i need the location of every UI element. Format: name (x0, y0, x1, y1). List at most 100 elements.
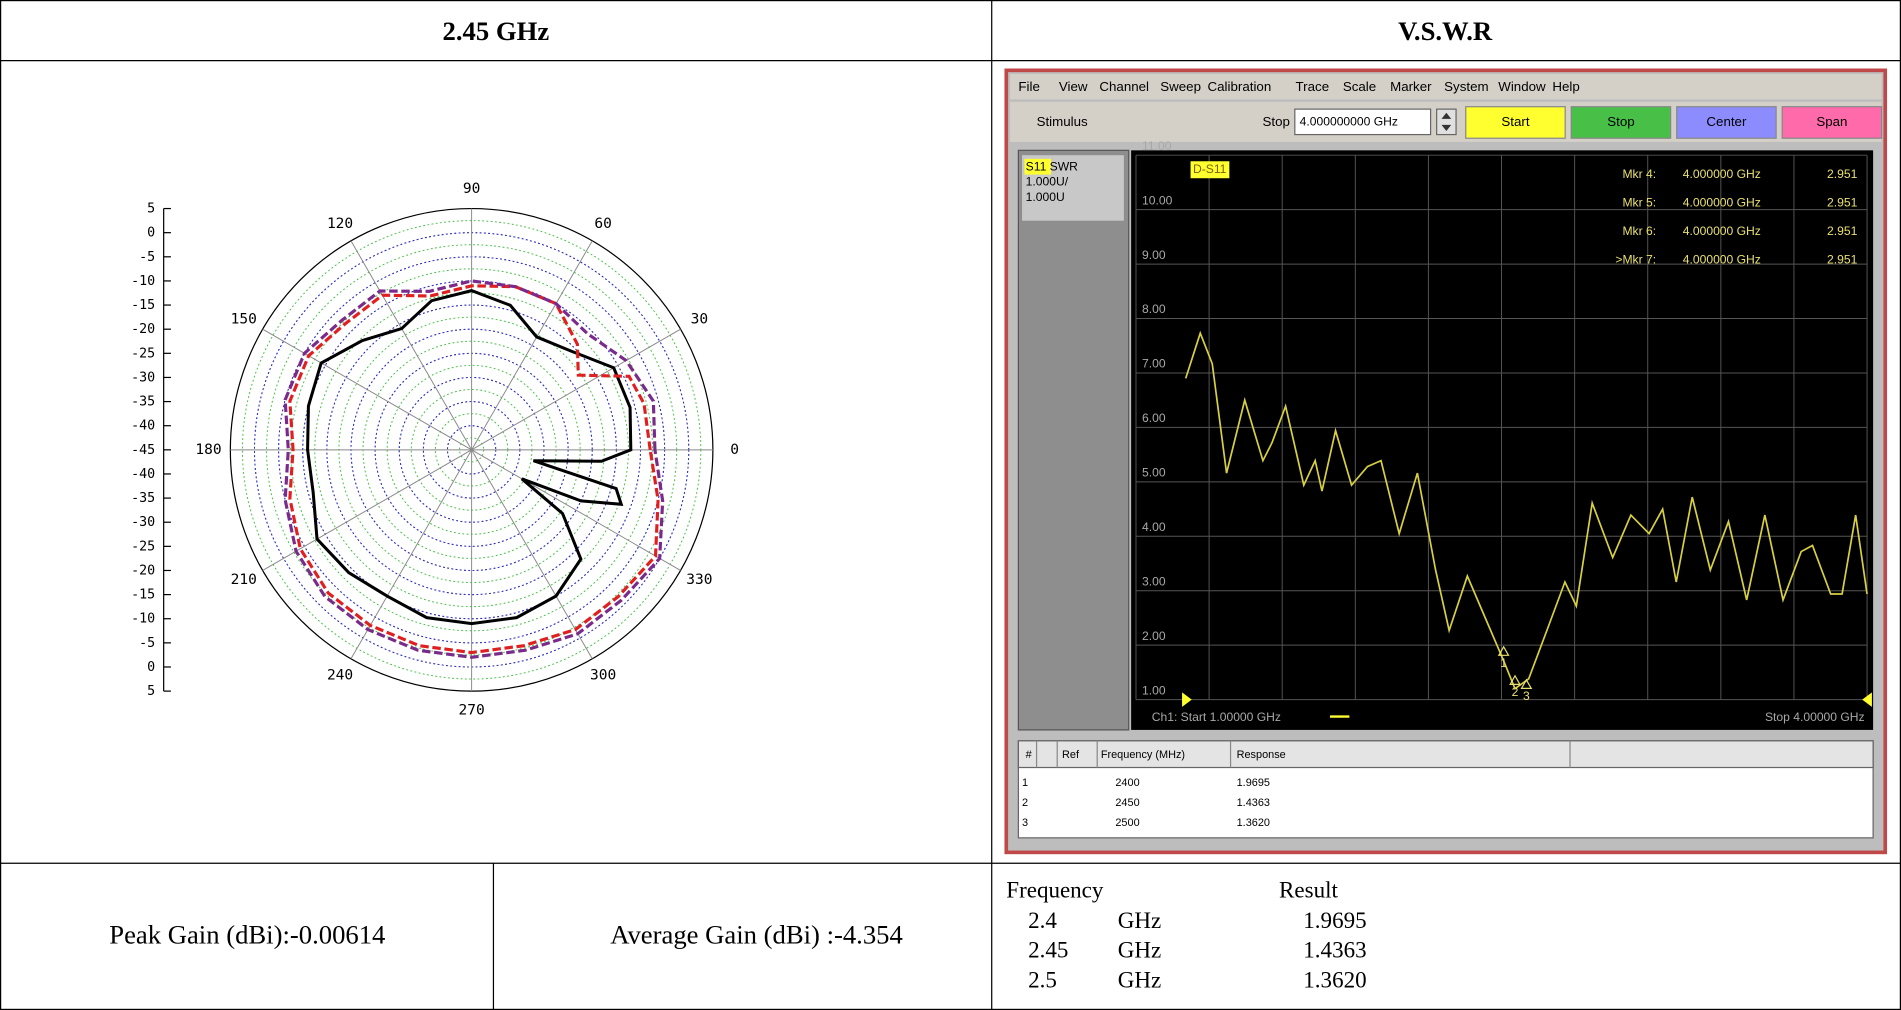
angle-spoke (350, 449, 473, 660)
menu-item: View (1059, 79, 1088, 94)
radial-tick-label: -30 (131, 515, 155, 530)
results-header: Result (1279, 877, 1338, 903)
results-cell: GHz (1118, 966, 1161, 992)
angle-tick-label: 150 (231, 311, 257, 327)
header-cell: V.S.W.R (1398, 16, 1493, 46)
stimulus-label: Stimulus (1037, 114, 1088, 129)
results-cell: 1.3620 (1303, 966, 1366, 992)
menu-item: Sweep (1160, 79, 1201, 94)
results-cell: GHz (1118, 907, 1161, 933)
menu-item: System (1444, 79, 1488, 94)
radial-tick-label: -30 (131, 370, 155, 385)
angle-spoke (471, 449, 593, 660)
channel-text: S11 SWR (1026, 160, 1079, 174)
radial-tick-label: -35 (131, 491, 155, 506)
sweep-stop: Stop 4.00000 GHz (1765, 710, 1865, 724)
marker-triangle (1497, 645, 1510, 656)
menu-item: Scale (1343, 79, 1376, 94)
start-arrow (1182, 692, 1192, 707)
angle-tick-label: 60 (594, 216, 611, 232)
radial-tick-label: -35 (131, 395, 155, 410)
softkey-button[interactable] (1570, 106, 1672, 139)
radial-tick-label: -20 (131, 322, 155, 337)
marker-readout: Mkr 5: (1622, 195, 1656, 209)
softkey-label: Stop (1607, 114, 1634, 129)
radial-tick-label: 0 (147, 226, 155, 241)
sweep-start: Ch1: Start 1.00000 GHz (1152, 710, 1281, 724)
stop-arrow (1862, 692, 1872, 707)
radial-tick-label: -45 (131, 443, 155, 458)
y-tick-label: 4.00 (1142, 520, 1166, 534)
radial-tick-label: -25 (131, 539, 155, 554)
marker-readout: 4.000000 GHz (1683, 252, 1761, 266)
marker-readout: 2.951 (1827, 167, 1858, 181)
channel-text: 1.000U (1026, 190, 1065, 204)
menu-item: Trace (1296, 79, 1330, 94)
marker-table-cell: 1.4363 (1237, 797, 1270, 809)
channel-panel (1017, 149, 1130, 731)
y-tick-label: 7.00 (1142, 357, 1166, 371)
angle-spoke (350, 240, 473, 451)
angle-tick-label: 90 (463, 181, 480, 197)
marker-table-cell: 2500 (1115, 817, 1139, 829)
trace-label-box (1190, 161, 1230, 179)
radial-tick-label: -10 (131, 612, 155, 627)
marker-number: 1 (1500, 656, 1507, 670)
y-tick-label: 11.00 (1142, 139, 1172, 153)
radial-tick-label: 5 (147, 202, 155, 217)
softkey-label: Center (1706, 114, 1747, 129)
results-header: Frequency (1006, 877, 1104, 903)
angle-spoke (262, 449, 472, 571)
angle-tick-label: 330 (686, 572, 712, 588)
stop-label: Stop (1263, 114, 1290, 129)
radial-tick-label: -40 (131, 467, 155, 482)
results-cell: 2.4 (1028, 907, 1057, 933)
menu-item: Marker (1390, 79, 1432, 94)
y-tick-label: 8.00 (1142, 302, 1166, 316)
radial-tick-label: -20 (131, 563, 155, 578)
marker-table-header (1017, 740, 1874, 769)
pattern-curve (306, 289, 633, 626)
softkey-button[interactable] (1676, 106, 1777, 139)
softkey-button[interactable] (1781, 106, 1883, 139)
menu-bar (1009, 73, 1882, 100)
results-cell: 2.45 (1028, 937, 1068, 963)
angle-tick-label: 180 (195, 442, 221, 458)
angle-spoke (471, 328, 681, 451)
angle-tick-label: 270 (458, 703, 484, 719)
peak-gain: Peak Gain (dBi):-0.00614 (109, 919, 385, 949)
marker-readout: 4.000000 GHz (1683, 224, 1761, 238)
marker-table-cell: 2450 (1115, 797, 1139, 809)
marker-readout: 4.000000 GHz (1683, 195, 1761, 209)
radial-tick-label: -15 (131, 588, 155, 603)
results-cell: GHz (1118, 937, 1161, 963)
marker-table-cell: 2 (1022, 797, 1028, 809)
angle-spoke (471, 240, 593, 451)
header-cell: 2.45 GHz (443, 16, 550, 46)
spinner (1436, 108, 1457, 136)
angle-spoke (262, 328, 472, 451)
marker-readout: 2.951 (1827, 224, 1858, 238)
radial-tick-label: -10 (131, 274, 155, 289)
pattern-curve (288, 284, 660, 655)
angle-tick-label: 210 (231, 572, 257, 588)
angle-tick-label: 0 (730, 442, 739, 458)
marker-table-cell: 2400 (1115, 777, 1139, 789)
marker-readout: 4.000000 GHz (1683, 167, 1761, 181)
y-tick-label: 10.00 (1142, 193, 1173, 207)
angle-tick-label: 240 (327, 668, 353, 684)
marker-triangle (1520, 678, 1533, 689)
y-tick-label: 2.00 (1142, 629, 1166, 643)
radial-tick-label: -5 (139, 636, 155, 651)
y-tick-label: 3.00 (1142, 574, 1166, 588)
marker-table-cell: 1.3620 (1237, 817, 1270, 829)
marker-table-cell: 3 (1022, 817, 1028, 829)
marker-readout: >Mkr 7: (1615, 252, 1656, 266)
y-tick-label: 6.00 (1142, 411, 1166, 425)
menu-item: Calibration (1208, 79, 1272, 94)
marker-number: 2 (1512, 685, 1519, 699)
angle-tick-label: 120 (327, 216, 353, 232)
marker-readout: 2.951 (1827, 252, 1858, 266)
softkey-button[interactable] (1465, 106, 1566, 139)
stop-input (1294, 108, 1432, 136)
